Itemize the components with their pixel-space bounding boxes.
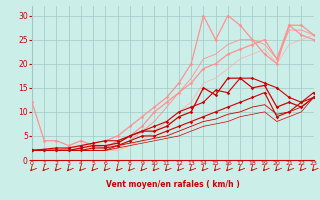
X-axis label: Vent moyen/en rafales ( km/h ): Vent moyen/en rafales ( km/h )	[106, 180, 240, 189]
